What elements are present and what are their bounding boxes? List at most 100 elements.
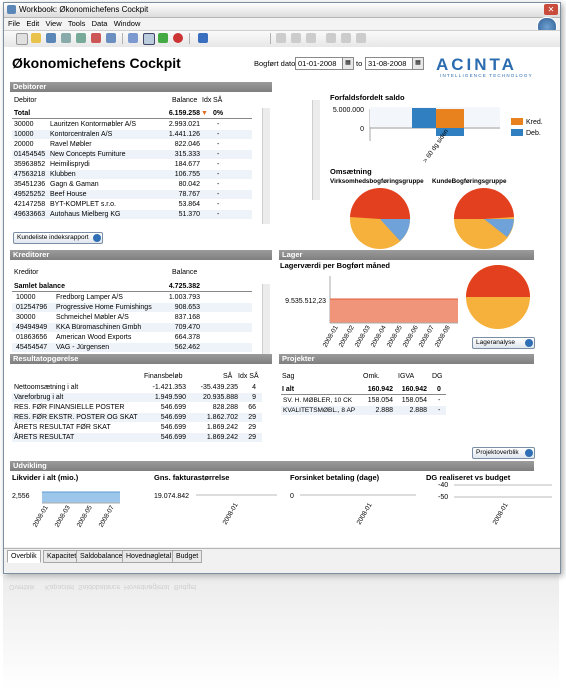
kreditorer-scrollbar[interactable] bbox=[262, 284, 270, 354]
table-row[interactable]: 45454547 VAG - Jürgensen 562.462 bbox=[12, 343, 252, 352]
toolbar-separator bbox=[189, 33, 190, 44]
stop-icon[interactable] bbox=[173, 33, 183, 43]
dg-title: DG realiseret vs budget bbox=[426, 473, 511, 482]
projekt-igva: 158.054 bbox=[401, 397, 427, 404]
likvider-chart: 2,556 2008-01 2008-03 2008-05 2008-07 bbox=[12, 491, 120, 529]
bar-icon[interactable] bbox=[326, 33, 336, 43]
menu-data[interactable]: Data bbox=[91, 19, 108, 28]
cursor-icon[interactable] bbox=[128, 33, 138, 43]
resultat-label: ÅRETS RESULTAT FØR SKAT bbox=[14, 424, 111, 431]
table-row[interactable]: ÅRETS RESULTAT FØR SKAT 546.699 1.869.242 2… bbox=[12, 423, 262, 432]
gns-title: Gns. fakturastørrelse bbox=[154, 473, 230, 482]
new-icon[interactable] bbox=[16, 33, 28, 45]
resultat-label: RES. FØR EKSTR. POSTER OG SKAT bbox=[14, 414, 138, 421]
refresh-icon[interactable] bbox=[158, 33, 168, 43]
col-dg: DG bbox=[432, 373, 443, 380]
proj-total-label: I alt bbox=[282, 386, 295, 393]
open-icon[interactable] bbox=[31, 33, 41, 43]
legend-kred-label: Kred. bbox=[526, 119, 543, 126]
tab-saldobalance[interactable]: Saldobalance bbox=[76, 550, 127, 563]
tab-hovednogletal[interactable]: Hovednøgletal bbox=[122, 550, 176, 563]
menu-tools[interactable]: Tools bbox=[67, 19, 86, 28]
projekter-header: Projekter bbox=[279, 354, 534, 364]
table-row[interactable]: 49633663 Autohaus Mielberg KG 51.370 - bbox=[12, 210, 252, 219]
kreditor-no: 30000 bbox=[16, 314, 36, 321]
table-row[interactable]: 20000 Ravel Møbler 822.046 - bbox=[12, 140, 252, 149]
resultat-sa: 20.935.888 bbox=[202, 394, 238, 401]
lageranalyse-button[interactable]: Lageranalyse bbox=[472, 337, 535, 349]
table-row[interactable]: SV. H. MØBLER, 10 CK 158.054 158.054 - bbox=[281, 396, 446, 405]
pie2-slice-red bbox=[453, 187, 514, 219]
table-row[interactable]: RES. FØR EKSTR. POSTER OG SKAT 546.699 1.8… bbox=[12, 413, 262, 422]
table-row[interactable]: KVALITETSMØBL., 8 AP 2.888 2.888 - bbox=[281, 406, 446, 415]
debitor-balance: 51.370 bbox=[178, 211, 200, 218]
menu-file[interactable]: File bbox=[8, 19, 21, 28]
sort-asc-icon[interactable] bbox=[276, 33, 286, 43]
resultat-sa: -35.439.235 bbox=[200, 384, 238, 391]
calendar-from-icon[interactable]: ▦ bbox=[342, 57, 354, 70]
udvikling-header: Udvikling bbox=[10, 461, 534, 471]
table-row[interactable]: 30000 Schmeichel Møbler A/S 837.168 bbox=[12, 313, 252, 322]
table-row[interactable]: 49494949 KKA Büromaschinen Gmbh 709.470 bbox=[12, 323, 252, 332]
table-row[interactable]: Vareforbrug i alt 1.949.590 20.935.888 9 bbox=[12, 393, 262, 402]
table-row[interactable]: ÅRETS RESULTAT 546.699 1.869.242 29 bbox=[12, 433, 262, 442]
menu-view[interactable]: View bbox=[45, 19, 62, 28]
table-row[interactable]: 10000 Fredborg Lamper A/S 1.003.793 bbox=[12, 293, 252, 302]
table-row[interactable]: 49525252 Beef House 78.767 - bbox=[12, 190, 252, 199]
col-res-sa: SÅ bbox=[223, 373, 233, 380]
table-row[interactable]: 42147258 BYT-KOMPLET s.r.o. 53.864 - bbox=[12, 200, 252, 209]
table-row[interactable]: 47563218 Klubben 106.755 - bbox=[12, 170, 252, 179]
table-row[interactable]: 35963852 Heimilisprydi 184.677 - bbox=[12, 160, 252, 169]
filter-icon[interactable] bbox=[198, 33, 208, 43]
resultat-label: Vareforbrug i alt bbox=[14, 394, 64, 401]
save-icon[interactable] bbox=[46, 33, 56, 43]
table-row[interactable]: 01454545 New Concepts Furniture 315.333 - bbox=[12, 150, 252, 159]
projekt-omk: 158.054 bbox=[367, 397, 393, 404]
debitorer-scrollbar[interactable] bbox=[262, 108, 270, 224]
kundeliste-button[interactable]: Kundeliste indeksrapport bbox=[13, 232, 103, 244]
debitor-name: Klubben bbox=[50, 171, 76, 178]
debitor-sa: - bbox=[217, 161, 220, 168]
export-chart-icon[interactable] bbox=[356, 33, 366, 43]
table-row[interactable]: Nettoomsætning i alt -1.421.353 -35.439.23… bbox=[12, 383, 262, 392]
right-scrollbar[interactable] bbox=[312, 100, 320, 200]
date-from-field[interactable]: 01-01-2008 bbox=[295, 57, 343, 70]
kreditor-no: 45454547 bbox=[16, 344, 48, 351]
proj-total-omk: 160.942 bbox=[367, 386, 393, 393]
table-row[interactable]: 01863656 American Wood Exports 664.378 bbox=[12, 333, 252, 342]
table-row[interactable]: 10000 Kontorcentralen A/S 1.441.126 - bbox=[12, 130, 252, 139]
window-title: Workbook: Økonomichefens Cockpit bbox=[19, 5, 149, 14]
close-button[interactable]: ✕ bbox=[544, 4, 558, 15]
resultat-idx: 29 bbox=[248, 434, 256, 441]
projekter-column-headers: Sag Omk. IGVA DG bbox=[281, 372, 446, 381]
group-icon[interactable] bbox=[306, 33, 316, 43]
grid-icon[interactable] bbox=[143, 33, 155, 45]
calendar-to-icon[interactable]: ▦ bbox=[412, 57, 424, 70]
tab-budget[interactable]: Budget bbox=[172, 550, 203, 563]
chart-icon[interactable] bbox=[341, 33, 351, 43]
date-to-field[interactable]: 31-08-2008 bbox=[365, 57, 413, 70]
debitor-no: 35963852 bbox=[14, 161, 46, 168]
table-row[interactable]: 35451236 Gagn & Gaman 80.042 - bbox=[12, 180, 252, 189]
table-row[interactable]: 30000 Lauritzen Kontormøbler A/S 2.993.021… bbox=[12, 120, 252, 129]
col-res-idx: Idx SÅ bbox=[238, 373, 259, 380]
preview-icon[interactable] bbox=[76, 33, 86, 43]
tab-kapacitet[interactable]: Kapacitet bbox=[43, 550, 81, 563]
projektoverblik-button[interactable]: Projektoverblik bbox=[472, 447, 535, 459]
tab-overblik[interactable]: Overblik bbox=[7, 550, 41, 563]
export-icon[interactable] bbox=[106, 33, 116, 43]
menu-edit[interactable]: Edit bbox=[26, 19, 40, 28]
table-row[interactable]: 01254796 Progressive Home Furnishings 908.… bbox=[12, 303, 252, 312]
sort-desc-icon[interactable] bbox=[291, 33, 301, 43]
table-row[interactable]: RES. FØR FINANSIELLE POSTER 546.699 828.28… bbox=[12, 403, 262, 412]
kreditorer-column-headers: Kreditor Balance bbox=[12, 268, 252, 277]
forfald-y-top: 5.000.000 bbox=[333, 107, 364, 114]
pdf-icon[interactable] bbox=[91, 33, 101, 43]
debitor-name: Autohaus Mielberg KG bbox=[50, 211, 121, 218]
print-icon[interactable] bbox=[61, 33, 71, 43]
kreditor-no: 10000 bbox=[16, 294, 36, 301]
col-igva: IGVA bbox=[398, 373, 415, 380]
resultat-sa: 1.869.242 bbox=[206, 434, 238, 441]
debitor-balance: 53.864 bbox=[178, 201, 200, 208]
menu-window[interactable]: Window bbox=[113, 19, 141, 28]
